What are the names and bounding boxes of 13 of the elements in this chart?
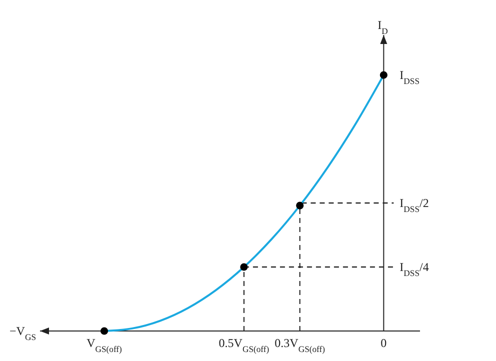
- x-tick-label: 0.5V$_{GS(off)}$: [218, 336, 270, 354]
- ref-line-label: I$_{DSS}$/4: [400, 260, 429, 278]
- ref-line-label: I$_{DSS}$/2: [400, 196, 429, 214]
- point: [100, 327, 108, 335]
- x-axis-title: −V$_{GS}$: [10, 324, 36, 342]
- y-axis-title: I$_{D}$: [378, 18, 388, 36]
- point: [240, 263, 248, 271]
- x-tick-label: 0.3V$_{GS(off)}$: [274, 336, 326, 354]
- annotation: I$_{DSS}$: [400, 68, 420, 86]
- point: [296, 202, 304, 210]
- x-tick-label: 0: [380, 336, 387, 350]
- point: [380, 71, 388, 79]
- x-tick-label: V$_{GS(off)}$: [86, 336, 122, 354]
